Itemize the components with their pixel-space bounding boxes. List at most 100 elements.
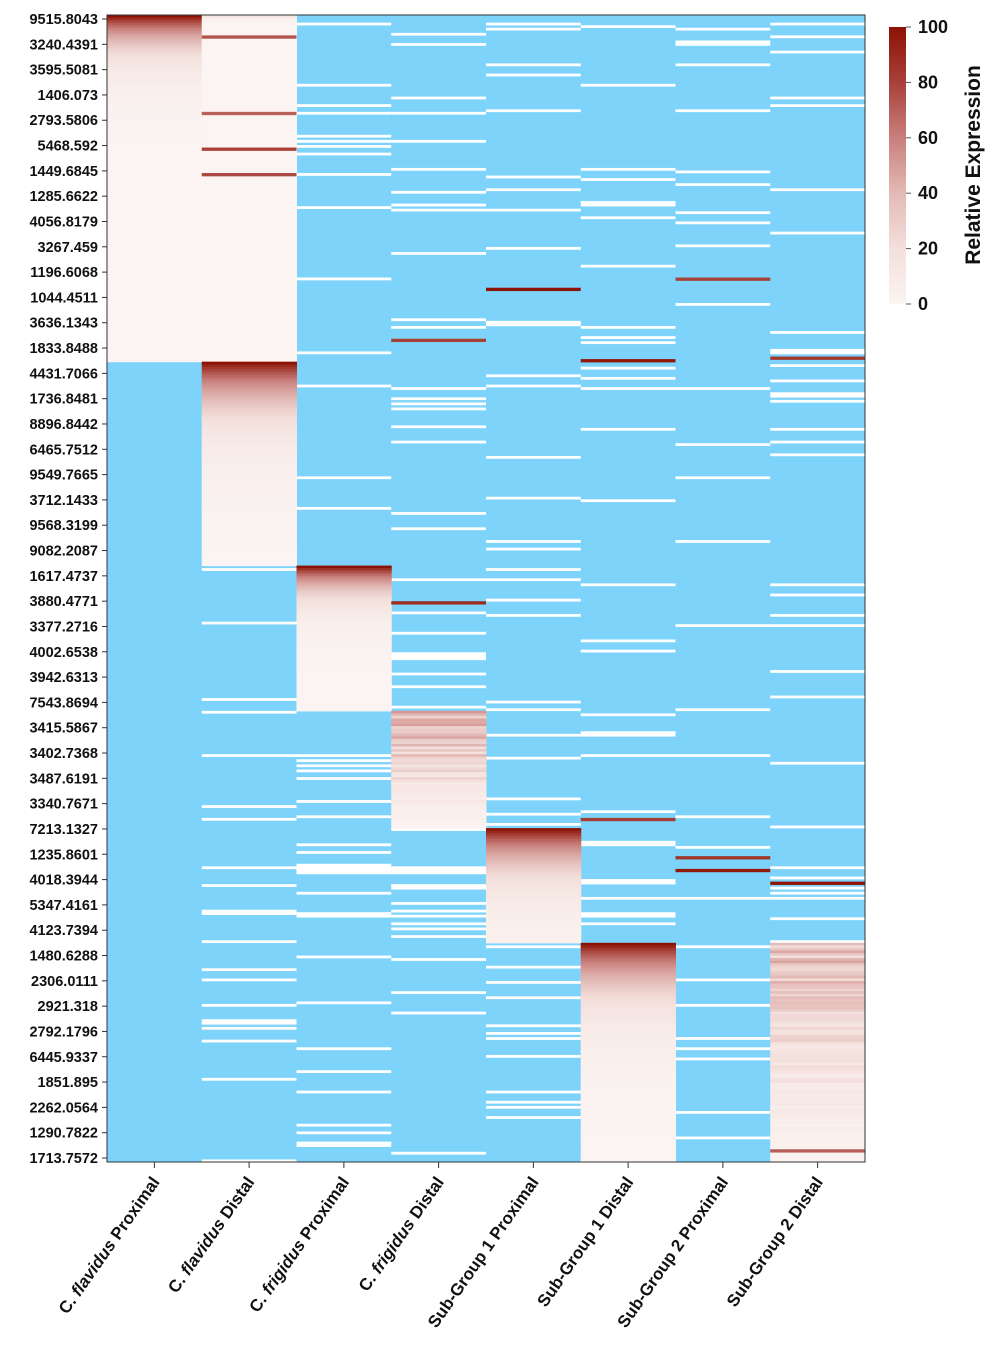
heatmap-cell <box>107 139 203 144</box>
gap-cell <box>675 540 771 543</box>
heatmap-cell <box>770 881 865 885</box>
colorbar-tick-label: 20 <box>918 239 938 259</box>
heatmap-cell <box>770 1077 866 1082</box>
heatmap-cell <box>107 236 203 240</box>
heatmap-cell <box>107 137 203 141</box>
heatmap-cell <box>201 501 297 505</box>
heatmap-cell <box>107 333 203 337</box>
gap-cell <box>675 708 771 712</box>
heatmap-cell <box>486 924 582 929</box>
heatmap-cell <box>201 320 297 325</box>
heatmap-cell <box>201 466 297 470</box>
heatmap-cell <box>486 828 582 832</box>
heatmap-cell <box>580 952 676 957</box>
gap-cell <box>486 756 581 760</box>
heatmap-cell <box>580 1156 676 1161</box>
heatmap-cell <box>770 988 866 992</box>
heatmap-cell <box>201 557 297 562</box>
gap-cell <box>580 264 676 268</box>
heatmap-cell <box>107 17 203 21</box>
heatmap-cell <box>770 973 866 977</box>
heatmap-cell <box>107 356 203 360</box>
gap-cell <box>580 843 676 847</box>
heatmap-cell <box>201 43 297 47</box>
heatmap-cell <box>107 310 203 314</box>
heatmap-cell <box>391 601 486 605</box>
heatmap-cell <box>107 37 203 42</box>
gap-cell <box>580 178 676 181</box>
heatmap-cell <box>580 1016 676 1020</box>
heatmap-cell <box>201 114 297 118</box>
heatmap-cell <box>201 514 297 518</box>
heatmap-cell <box>770 1100 866 1104</box>
gap-cell <box>201 621 297 625</box>
heatmap-cell <box>107 183 203 187</box>
heatmap-cell <box>107 155 203 159</box>
heatmap-cell <box>580 1133 676 1138</box>
gap-cell <box>391 512 486 515</box>
gap-cell <box>675 211 771 215</box>
heatmap-cell <box>107 83 203 87</box>
row-tick-label: 1851.895 <box>38 1075 98 1091</box>
heatmap-cell <box>201 379 297 383</box>
row-tick-label: 3377.2716 <box>29 619 98 635</box>
heatmap-cell <box>201 476 297 480</box>
row-tick-label: 7213.1327 <box>29 822 98 838</box>
gap-cell <box>580 914 676 918</box>
heatmap-cell <box>580 1034 676 1038</box>
heatmap-cell <box>770 1111 866 1115</box>
gap-cell <box>675 845 771 849</box>
heatmap-cell <box>580 991 676 995</box>
heatmap-cell <box>201 494 297 498</box>
heatmap-cell <box>201 86 297 90</box>
heatmap-cell <box>770 975 866 980</box>
heatmap-cell <box>201 40 297 44</box>
heatmap-cell <box>770 1026 866 1031</box>
heatmap-cell <box>296 695 392 699</box>
heatmap-cell <box>296 677 392 681</box>
heatmap-cell <box>107 142 203 146</box>
heatmap-cell <box>770 1039 866 1043</box>
row-tick-label: 3267.459 <box>38 240 98 256</box>
heatmap-cell <box>201 122 297 126</box>
gap-cell <box>296 843 392 847</box>
heatmap-cell <box>201 453 297 457</box>
heatmap-cell <box>201 45 297 49</box>
heatmap-cell <box>580 960 676 964</box>
gap-cell <box>580 649 676 653</box>
heatmap-cell <box>201 236 297 240</box>
heatmap-cell <box>201 348 297 353</box>
heatmap-cell <box>107 201 203 205</box>
heatmap-cell <box>580 988 676 992</box>
gap-cell <box>391 685 486 689</box>
heatmap-cell <box>580 1039 676 1043</box>
heatmap-cell <box>486 876 582 880</box>
heatmap-cell <box>770 1049 866 1053</box>
heatmap-cell <box>770 1019 866 1023</box>
heatmap-cell <box>201 101 297 105</box>
heatmap-cell <box>201 282 297 286</box>
gap-cell <box>296 891 392 895</box>
heatmap-cell <box>107 303 203 307</box>
gap-cell <box>675 1057 771 1061</box>
heatmap-cell <box>580 1052 676 1056</box>
heatmap-cell <box>391 822 487 827</box>
heatmap-cell <box>580 1067 676 1071</box>
gap-cell <box>296 351 392 355</box>
heatmap-cell <box>107 22 203 26</box>
gap-cell <box>770 866 865 870</box>
heatmap-cell <box>201 522 297 526</box>
heatmap-cell <box>201 254 297 258</box>
heatmap-cell <box>770 1042 866 1046</box>
row-tick-label: 4002.6538 <box>29 645 98 661</box>
heatmap-cell <box>486 899 582 903</box>
gap-cell <box>770 917 865 921</box>
heatmap-cell <box>107 116 203 121</box>
gap-cell <box>770 35 865 39</box>
gap-cell <box>486 598 581 602</box>
heatmap-cell <box>580 1136 676 1140</box>
heatmap-cell <box>296 568 392 572</box>
heatmap-cell <box>107 246 203 251</box>
heatmap-cell <box>580 1085 676 1089</box>
row-tick-label: 3240.4391 <box>29 37 98 53</box>
